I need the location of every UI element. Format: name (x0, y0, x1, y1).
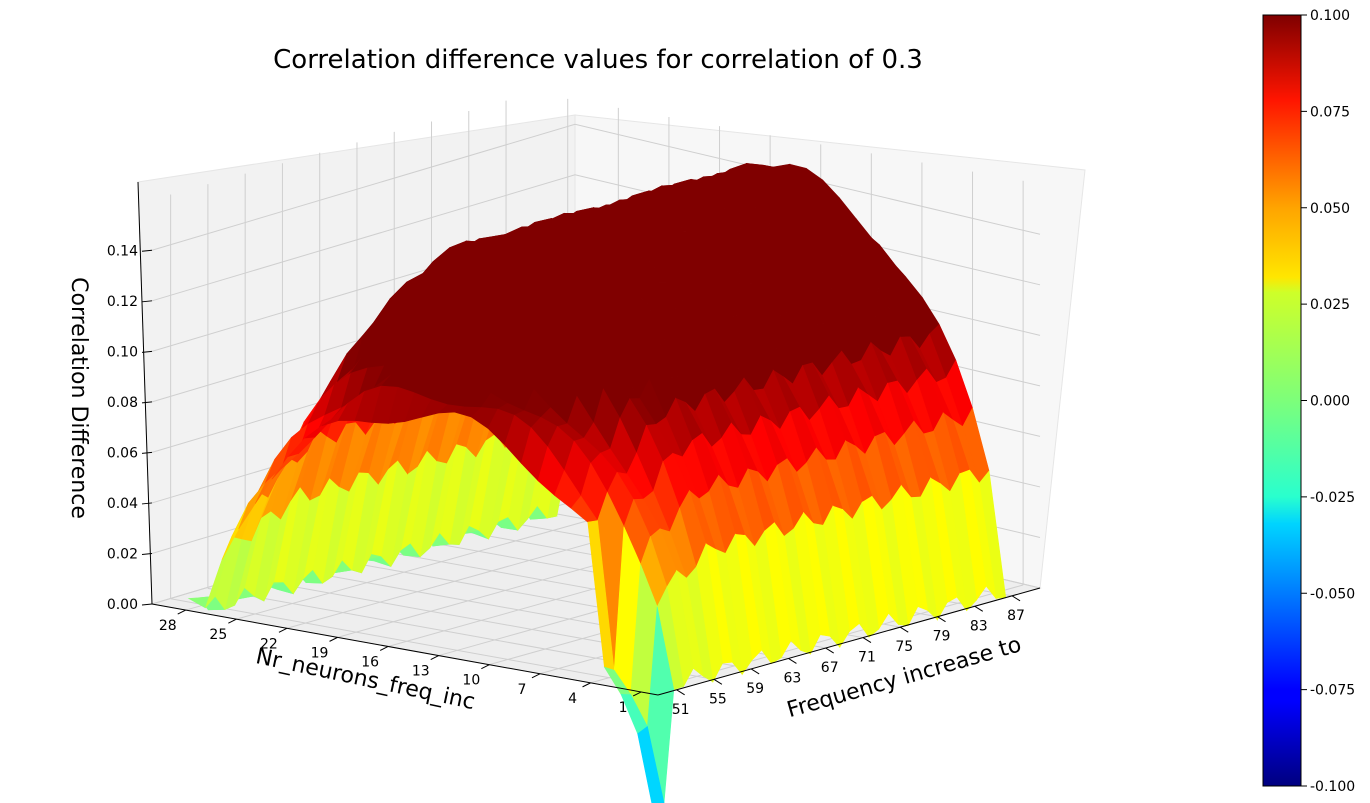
y-tick (379, 646, 389, 651)
colorbar-tick-label: -0.100 (1310, 779, 1355, 795)
z-tick-label: 0.12 (107, 294, 138, 310)
y-tick-label: 19 (311, 645, 329, 661)
y-tick-label: 25 (209, 627, 227, 643)
z-tick-label: 0.06 (107, 445, 138, 461)
colorbar: 0.100 0.075 0.050 0.025 0.000 -0.025 -0.050 -0.… (1262, 8, 1355, 795)
x-tick-label: 79 (933, 629, 951, 645)
colorbar-tick-label: 0.075 (1310, 104, 1350, 120)
y-tick (177, 609, 186, 615)
z-tick-label: 0.04 (107, 496, 138, 512)
y-tick (278, 627, 288, 633)
x-tick-label: 87 (1007, 608, 1025, 624)
x-tick-label: 63 (784, 670, 802, 686)
z-tick-label: 0.02 (107, 546, 138, 562)
grid-line-z (151, 123, 1041, 251)
y-tick-label: 4 (568, 691, 577, 707)
y-axis: 28 25 22 19 16 13 10 7 4 1 (151, 603, 659, 716)
z-tick (141, 451, 153, 454)
z-axis: 0.00 0.02 0.04 0.06 0.08 0.10 0.12 0.14 (107, 181, 153, 613)
z-tick (141, 401, 153, 404)
y-tick-label: 7 (517, 682, 526, 698)
x-tick (899, 626, 909, 633)
grid-line-z (151, 174, 1041, 302)
x-tick (825, 647, 834, 654)
x-tick (713, 678, 723, 685)
x-tick (676, 689, 685, 696)
y-tick (481, 664, 490, 670)
z-axis-line (137, 181, 153, 605)
surface-patch (637, 726, 665, 803)
y-tick (228, 618, 237, 624)
colorbar-ticks: 0.100 0.075 0.050 0.025 0.000 -0.025 -0.050 -0.… (1301, 8, 1355, 795)
surface-plot (187, 162, 1007, 803)
y-tick-label: 10 (462, 673, 480, 689)
chart-title: Correlation difference values for correl… (273, 45, 923, 75)
colorbar-gradient (1262, 14, 1302, 787)
x-tick-label: 75 (895, 639, 913, 655)
z-tick (141, 603, 153, 606)
colorbar-tick-label: 0.025 (1310, 297, 1350, 313)
grid-line-y (236, 511, 619, 620)
colorbar-tick-label: 0.100 (1310, 8, 1350, 24)
colorbar-tick-label: -0.050 (1310, 586, 1355, 602)
x-tick-label: 55 (709, 691, 727, 707)
x-tick (862, 637, 872, 644)
z-tick (141, 350, 153, 353)
colorbar-tick-label: 0.050 (1310, 201, 1350, 217)
x-tick (750, 668, 760, 675)
y-tick (531, 673, 541, 679)
z-tick-label: 0.14 (107, 243, 138, 259)
z-tick-label: 0.10 (107, 344, 138, 360)
x-tick (1011, 595, 1021, 602)
x-tick-label: 51 (672, 702, 690, 718)
x-tick (937, 616, 946, 623)
y-tick-label: 22 (260, 636, 278, 652)
colorbar-tick-label: 0.000 (1310, 394, 1350, 410)
x-axis-line (657, 587, 1041, 696)
y-tick (430, 655, 439, 661)
z-axis-label: Correlation Difference (66, 277, 91, 519)
x-tick (788, 658, 797, 664)
z-tick (141, 552, 153, 555)
y-tick (582, 682, 591, 688)
x-tick-label: 67 (821, 660, 839, 676)
y-tick-label: 28 (159, 618, 177, 634)
y-tick (632, 691, 642, 697)
y-tick (329, 636, 338, 642)
y-tick-label: 13 (412, 664, 430, 680)
x-axis: 51 55 59 63 67 71 75 79 83 87 (657, 587, 1041, 718)
z-tick (141, 300, 153, 303)
colorbar-tick-label: -0.075 (1310, 683, 1355, 699)
x-tick-label: 83 (970, 618, 988, 634)
y-tick-label: 16 (361, 654, 379, 670)
x-tick-label: 71 (858, 650, 876, 666)
z-tick-label: 0.08 (107, 395, 138, 411)
colorbar-tick-label: -0.025 (1310, 490, 1355, 506)
x-tick (974, 605, 984, 612)
z-tick (141, 249, 153, 252)
x-tick-label: 59 (746, 681, 764, 697)
z-tick (141, 502, 153, 505)
y-tick-label: 1 (619, 700, 628, 716)
z-tick-label: 0.00 (107, 597, 138, 613)
